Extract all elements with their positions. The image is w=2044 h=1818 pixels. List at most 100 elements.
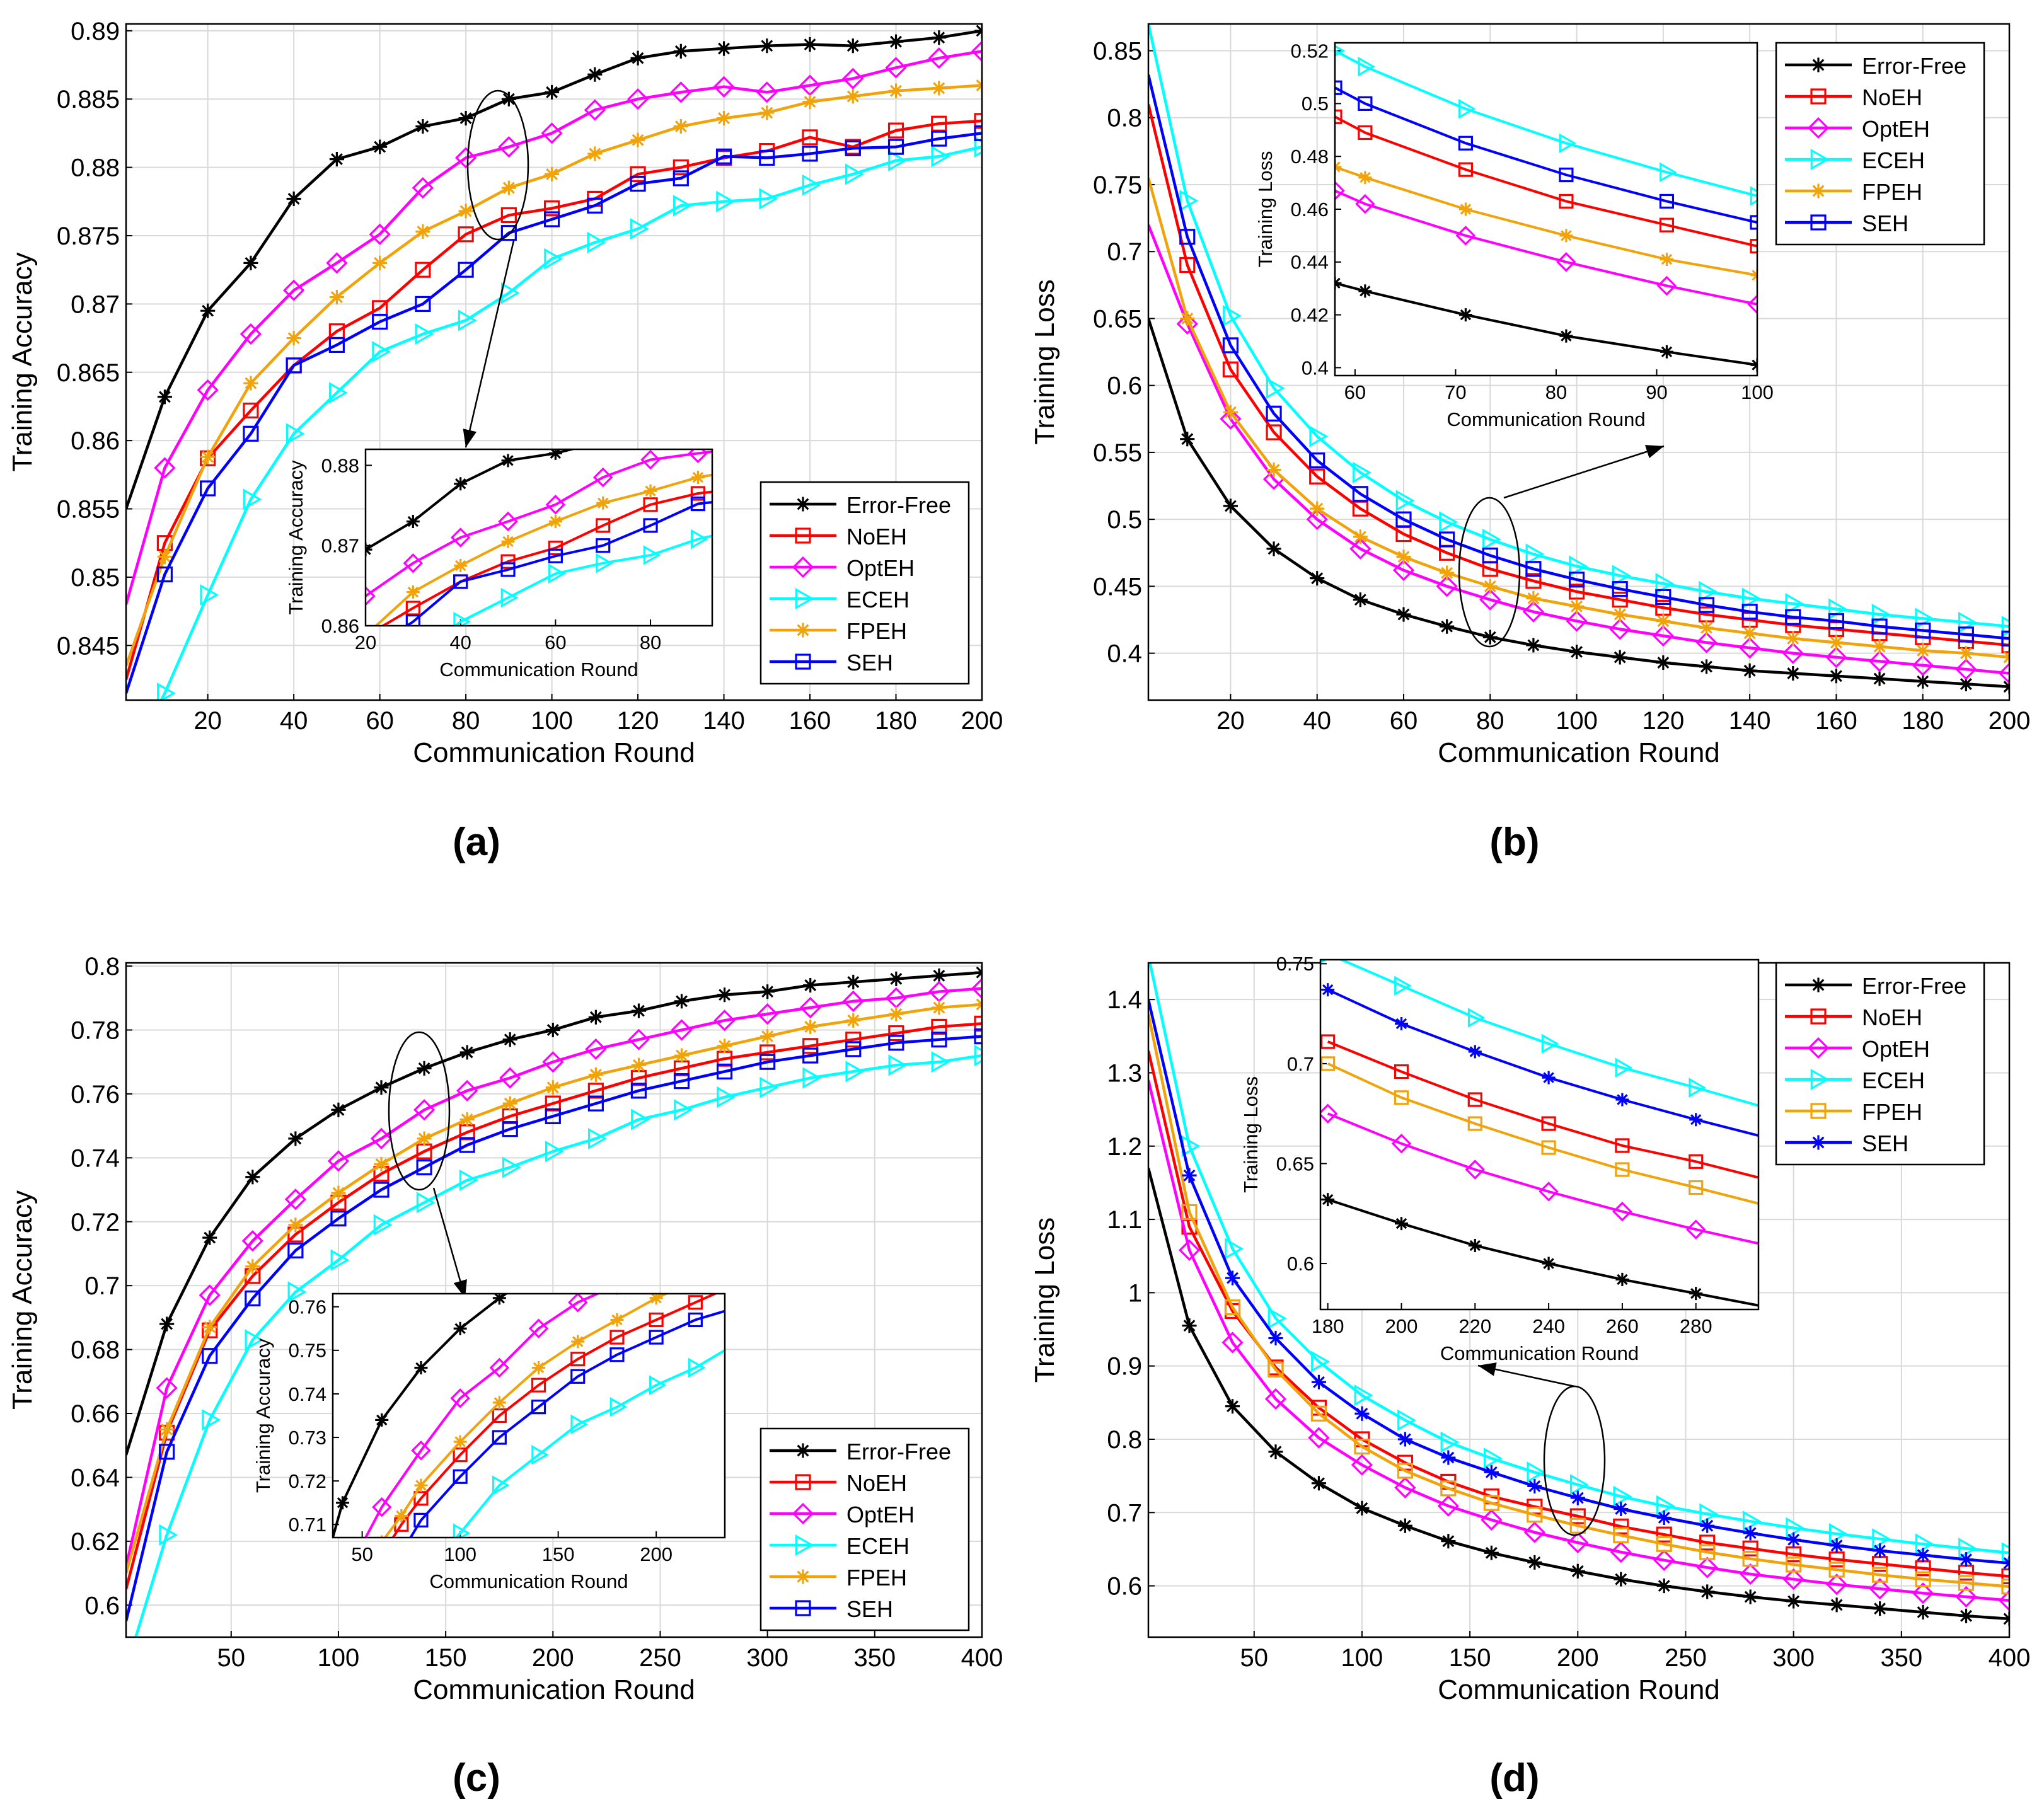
panel-a-inset-series-eceh-point xyxy=(500,587,519,608)
panel-b-inset-series-opteh-point xyxy=(1355,193,1375,214)
panel-d-series-fpeh-point xyxy=(1354,1439,1370,1455)
panel-c-inset-series-seh-point xyxy=(688,1312,703,1328)
panel-b-inset-series-fpeh-line xyxy=(1335,166,1757,277)
panel-b-series-seh-point xyxy=(1785,609,1801,625)
panel-a-series-opteh-point xyxy=(626,88,649,110)
panel-b-inset-series-noeh-point xyxy=(1659,217,1675,233)
panel-a-inset-frame xyxy=(364,448,713,627)
panel-b-inset-series-eceh-line xyxy=(1335,49,1757,197)
panel-a-series-error-free-point xyxy=(587,67,603,82)
panel-a-series-eceh-point xyxy=(286,423,305,445)
panel-c-series-seh-point xyxy=(416,1159,432,1176)
panel-b: 20 40 60 80 100 120 140 160 180 200 0.4 0.45 0.5 0.55… xyxy=(1029,23,2030,864)
panel-b-series-fpeh-point xyxy=(1656,614,1671,629)
panel-a-series-seh-point xyxy=(372,313,388,330)
panel-d-ytick-label: 1.1 xyxy=(1107,1206,1142,1234)
panel-c-inset-series-fpeh-point xyxy=(532,1361,546,1374)
panel-b-series-seh-point xyxy=(1266,405,1282,422)
panel-c-inset-series-fpeh-point xyxy=(571,1335,585,1349)
panel-d-series-error-free-point xyxy=(1441,1534,1456,1549)
panel-c-ytick-label: 0.62 xyxy=(71,1528,120,1556)
panel-c-inset-xtick-label: 200 xyxy=(640,1543,673,1565)
panel-c-series-eceh-point xyxy=(974,1045,982,1067)
panel-a-series-fpeh-point xyxy=(286,331,301,346)
panel-c-inset-ytick-label: 0.71 xyxy=(289,1514,326,1536)
panel-d-series-group xyxy=(1148,963,2009,1626)
panel-a-inset-series-opteh-point xyxy=(688,449,708,464)
panel-b-series-eceh-point xyxy=(1482,528,1501,551)
panel-b-inset-series-error-free-line xyxy=(1335,282,1757,367)
panel-c-series-opteh-point xyxy=(756,1003,778,1025)
panel-d-series-opteh-point xyxy=(1481,1509,1503,1531)
panel-c-series-fpeh-point xyxy=(245,1259,260,1274)
panel-d-inset-series-opteh-point xyxy=(1539,1182,1559,1202)
panel-d-ylabel: Training Loss xyxy=(1029,1217,1060,1383)
panel-a-series-fpeh-point xyxy=(630,132,645,147)
panel-a-inset-series-opteh-point xyxy=(498,511,518,532)
panel-b-series-error-free-point xyxy=(1396,607,1411,622)
panel-b-ytick-label: 0.5 xyxy=(1107,506,1142,534)
panel-a-inset-series-fpeh-point xyxy=(691,471,705,485)
panel-b-series-seh-point xyxy=(1525,561,1542,577)
panel-a-series-eceh-point xyxy=(329,382,348,404)
panel-b-inset-xtick-label: 80 xyxy=(1545,381,1567,403)
panel-c-series-seh-point xyxy=(373,1182,390,1198)
panel-d-series-error-free-point xyxy=(1268,1444,1283,1459)
panel-c-series-error-free-point xyxy=(846,974,861,989)
panel-c-series-noeh-point xyxy=(974,1015,982,1032)
panel-a-series-noeh-point xyxy=(673,159,689,176)
panel-b-legend-fpeh-marker xyxy=(1811,183,1826,198)
panel-c-series-fpeh-point xyxy=(159,1422,175,1437)
panel-a-series-opteh-line xyxy=(126,50,982,605)
panel-d-series-error-free-point xyxy=(1915,1604,1931,1620)
panel-a-series-eceh-point xyxy=(372,341,391,363)
panel-a-inset-series-noeh-point xyxy=(548,540,563,556)
panel-c-ylabel: Training Accuracy xyxy=(7,1190,38,1410)
panel-c-series-seh-point xyxy=(888,1035,904,1051)
panel-d-series-noeh-point xyxy=(1786,1546,1802,1563)
panel-c-series-seh-point xyxy=(202,1348,218,1364)
panel-d-series-opteh-point xyxy=(1955,1585,1977,1608)
panel-a-series-eceh-point xyxy=(544,248,563,270)
panel-d-series-fpeh-point xyxy=(1527,1507,1543,1523)
panel-d-series-eceh-point xyxy=(1267,1308,1287,1330)
panel-b-inset-series-noeh-point xyxy=(1750,239,1757,254)
panel-b-series-fpeh-point xyxy=(1396,549,1411,565)
panel-b-series-error-free-point xyxy=(1828,669,1844,684)
panel-b-inset-series-group xyxy=(1335,45,1757,372)
panel-b-inset-series-seh-point xyxy=(1750,215,1757,230)
panel-a-series-noeh-point xyxy=(458,226,474,243)
panel-a-xtick-label: 60 xyxy=(366,707,394,735)
panel-c-series-opteh-line xyxy=(126,987,982,1567)
panel-d-xtick-label: 400 xyxy=(1989,1644,2031,1672)
panel-b-xtick-label: 60 xyxy=(1390,707,1418,735)
panel-d-inset-xtick-label: 220 xyxy=(1458,1315,1491,1337)
panel-b-inset-series-opteh-point xyxy=(1455,226,1476,246)
panel-a-inset-series-noeh-point xyxy=(643,497,658,512)
panel-b-xtick-label: 100 xyxy=(1556,707,1598,735)
panel-c-series-opteh-point xyxy=(327,1150,350,1172)
panel-a-series-seh-point xyxy=(500,225,517,241)
panel-b-ytick-label: 0.45 xyxy=(1093,573,1142,601)
panel-d-inset-series-noeh-line xyxy=(1327,1040,1758,1179)
panel-c-legend-fpeh-marker xyxy=(795,1569,811,1584)
panel-a-xtick-label: 100 xyxy=(531,707,573,735)
panel-d-series-seh-point xyxy=(1484,1464,1499,1480)
panel-b-xtick-label: 140 xyxy=(1729,707,1771,735)
panel-a-ylabel: Training Accuracy xyxy=(7,252,38,471)
panel-a-inset-series-seh-point xyxy=(453,574,468,589)
panel-a-series-opteh-point xyxy=(369,223,391,245)
panel-b-series-eceh-point xyxy=(1741,587,1761,609)
panel-a-legend-fpeh-marker xyxy=(795,623,811,638)
panel-c-inset-series-noeh-point xyxy=(609,1330,625,1345)
panel-d-inset-series-fpeh-point xyxy=(1320,1056,1336,1071)
panel-a-ytick-label: 0.875 xyxy=(57,222,120,250)
panel-a-xtick-label: 180 xyxy=(875,707,917,735)
panel-d-legend-fpeh-label: FPEH xyxy=(1862,1099,1922,1125)
panel-a-inset-series-eceh-point xyxy=(596,553,613,573)
panel-d-series-fpeh-point xyxy=(2001,1579,2009,1595)
panel-b-inset-series-error-free-point xyxy=(1458,308,1472,322)
panel-c-series-error-free-point xyxy=(245,1170,260,1185)
panel-a-series-error-free-point xyxy=(888,34,904,49)
